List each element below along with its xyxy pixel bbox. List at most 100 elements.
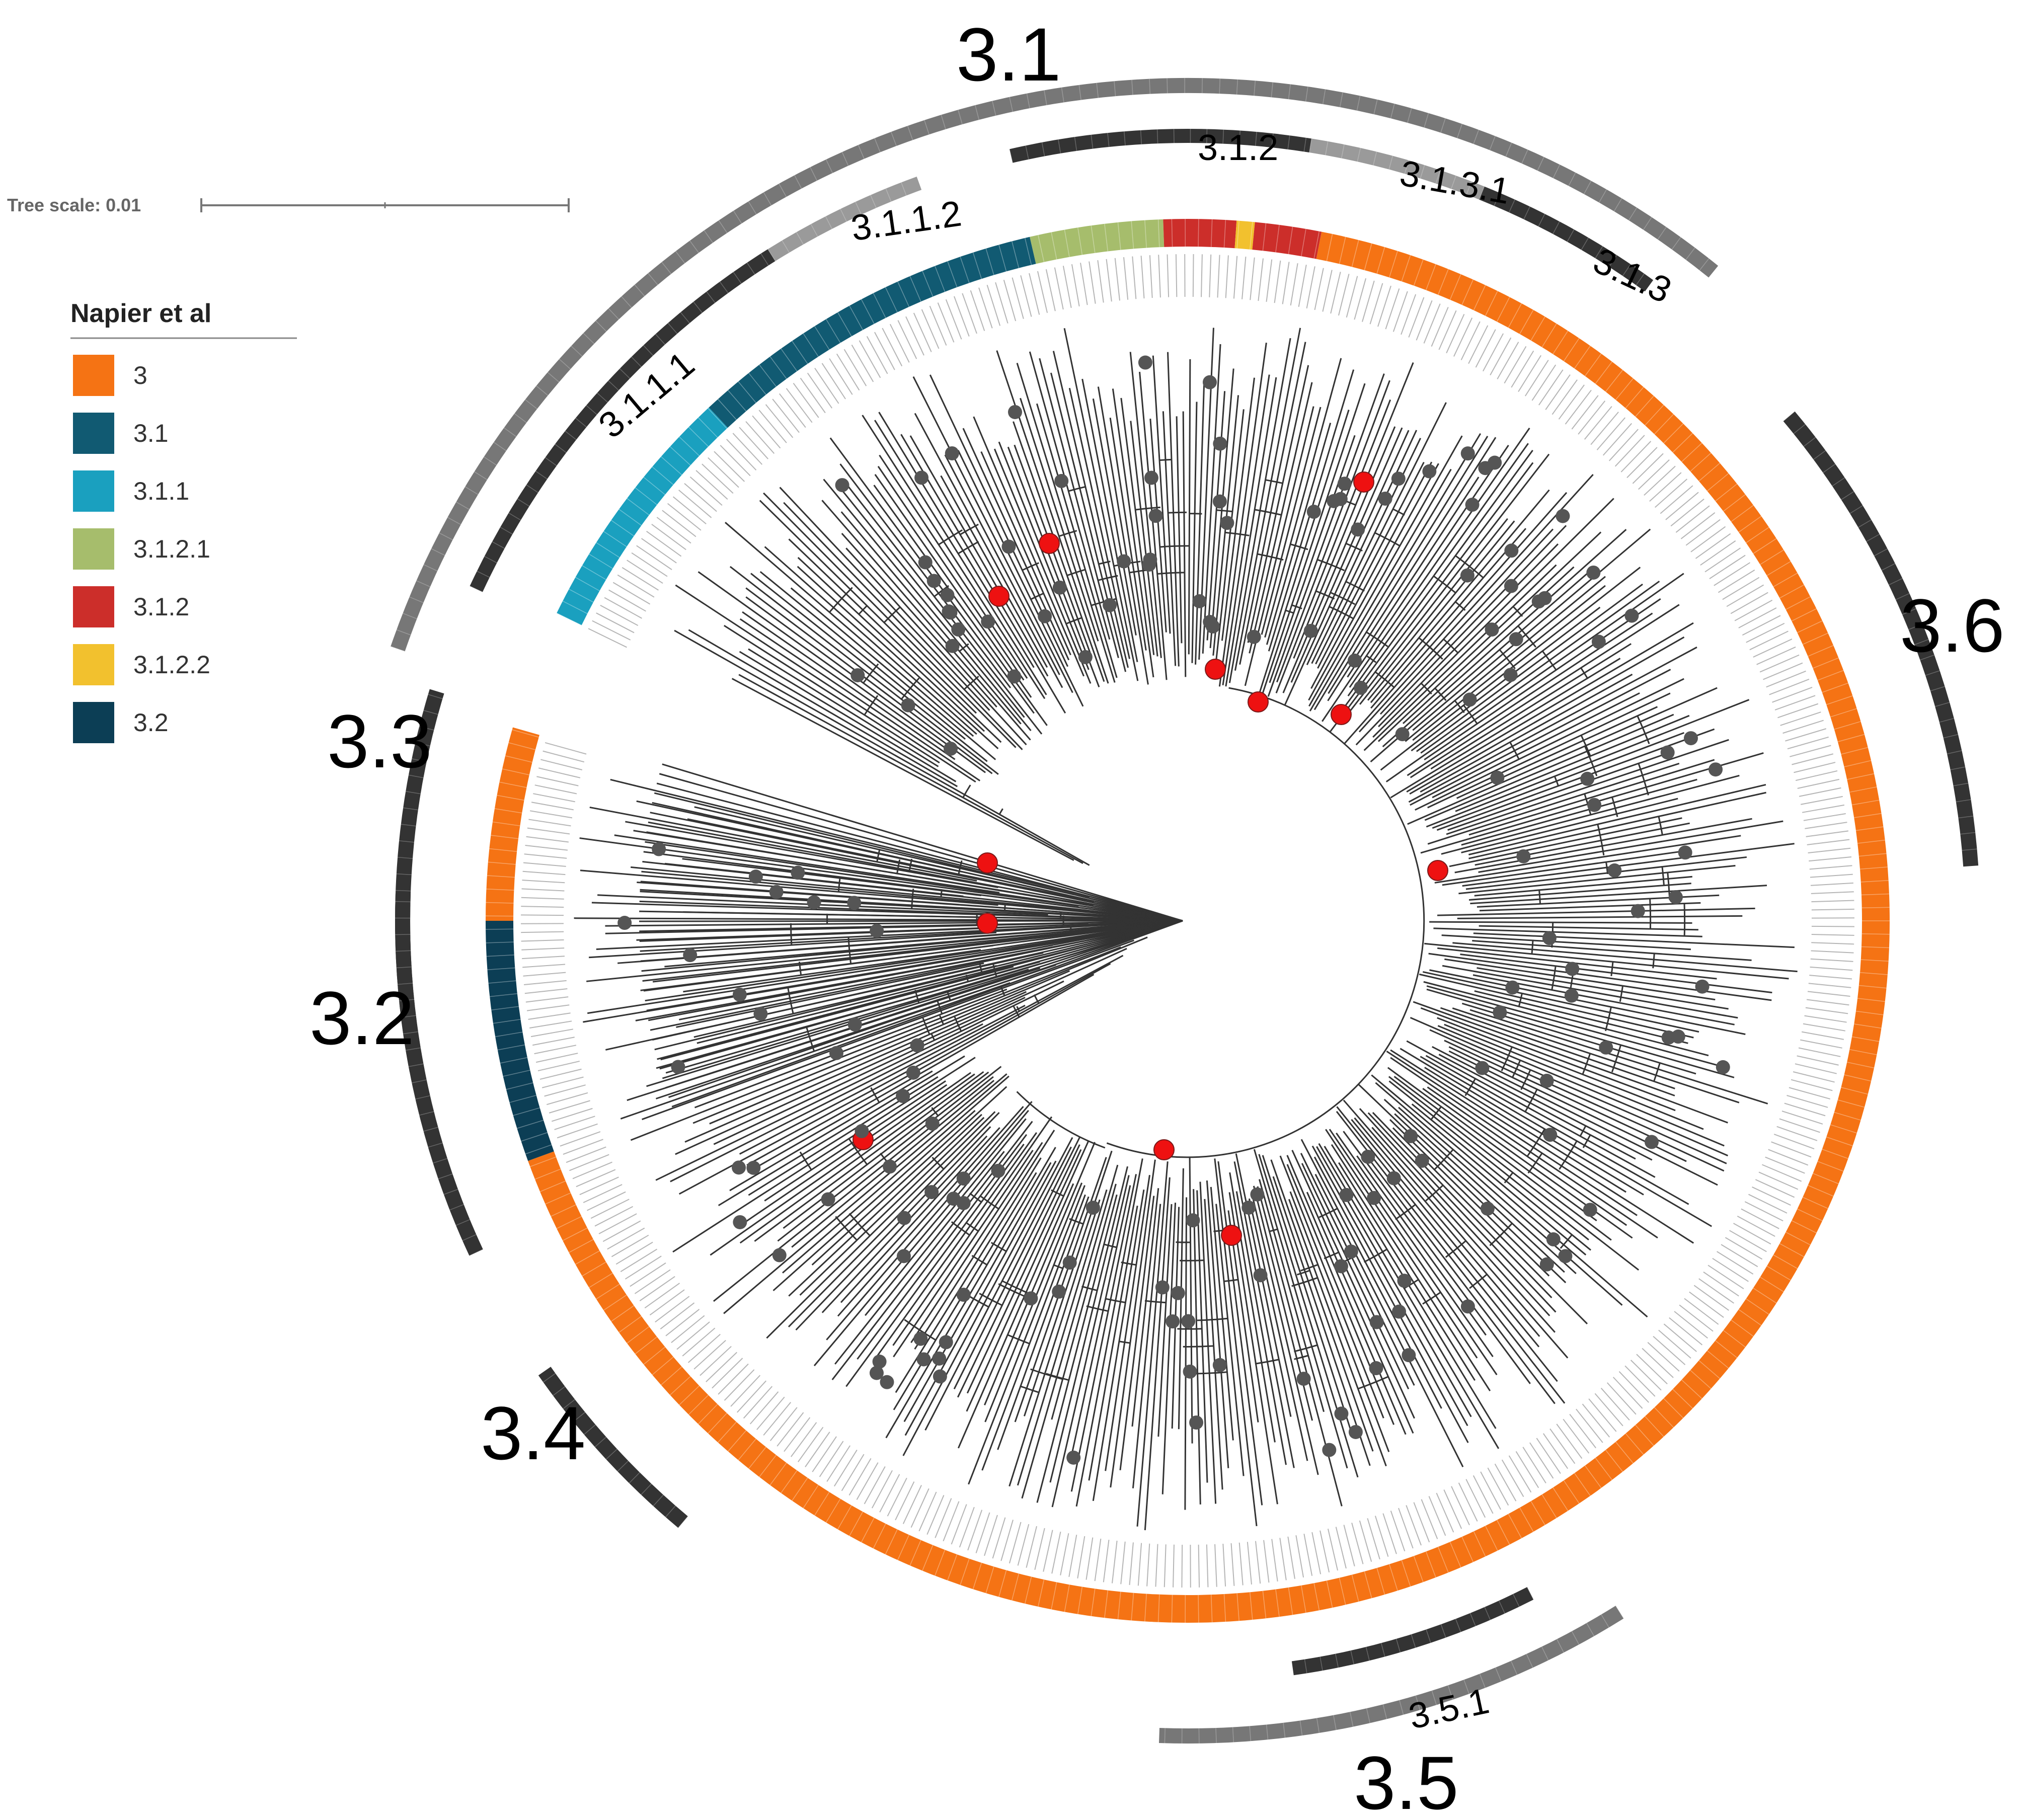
branch — [1341, 449, 1533, 711]
ring-tick — [493, 1019, 521, 1024]
branch — [1314, 1173, 1464, 1467]
bar-tick — [1866, 533, 1880, 542]
branch — [1291, 1150, 1415, 1419]
tip-label — [1008, 1522, 1022, 1564]
ring-tick — [1236, 220, 1239, 249]
bar-tick — [1613, 198, 1622, 212]
bootstrap-node-gray — [1334, 1259, 1348, 1274]
bar-tick — [678, 1516, 688, 1529]
bar-tick — [1889, 578, 1903, 586]
branch-arc — [1366, 655, 1377, 663]
bootstrap-node-gray — [1062, 1255, 1077, 1270]
branch — [697, 571, 950, 752]
tip-label — [554, 1116, 595, 1130]
ring-tick — [575, 577, 600, 591]
tip-label — [1529, 1442, 1554, 1479]
branch — [759, 571, 966, 740]
branch — [1311, 1145, 1468, 1427]
tip-label — [527, 827, 570, 835]
tip-label — [1209, 254, 1212, 297]
bar-tick — [1420, 165, 1425, 179]
branch-arc — [959, 643, 969, 652]
tip-label — [1263, 1540, 1270, 1583]
branch — [1322, 444, 1509, 722]
tip-label — [1725, 1237, 1763, 1260]
branch — [692, 936, 1148, 1124]
ring-tick — [1157, 219, 1160, 248]
tip-label — [1811, 908, 1854, 911]
bar-tick — [1373, 99, 1378, 115]
bar-tick — [1271, 133, 1274, 148]
ring-tick — [759, 364, 777, 387]
bootstrap-node-gray — [1220, 516, 1234, 530]
tip-label — [1734, 599, 1773, 621]
ring-tick — [922, 271, 934, 297]
bootstrap-node-gray — [1038, 609, 1052, 623]
ring-tick — [1844, 1074, 1872, 1082]
bar-tick — [1908, 623, 1923, 630]
bar-tick — [403, 807, 418, 811]
branch — [1259, 1179, 1325, 1412]
bootstrap-node-gray — [1367, 1191, 1381, 1205]
tip-label — [1497, 342, 1519, 379]
tip-label — [1798, 1047, 1841, 1057]
branch — [1225, 377, 1277, 687]
tip-label — [986, 285, 1001, 326]
bar-tick — [648, 273, 658, 285]
bar-tick — [431, 548, 445, 556]
ring-tick — [1064, 1585, 1070, 1612]
bootstrap-node-gray — [1007, 405, 1022, 419]
bootstrap-node-gray — [1322, 1443, 1337, 1457]
tip-label — [864, 1466, 886, 1505]
ring-tick — [718, 1421, 737, 1443]
bar-tick — [885, 188, 892, 202]
legend-swatch — [73, 413, 114, 454]
tip-label — [749, 1391, 779, 1425]
tip-label — [954, 296, 970, 337]
tip-label — [752, 415, 781, 449]
ring-tick — [596, 542, 620, 558]
ring-tick — [697, 1404, 718, 1425]
ring-tick — [1841, 747, 1868, 755]
bootstrap-node-red — [1331, 704, 1352, 725]
bar-tick — [595, 320, 607, 332]
branch — [729, 566, 999, 775]
ring-tick — [635, 1336, 657, 1355]
bar-tick — [535, 470, 548, 480]
clade-label-3-5: 3.5 — [1354, 1740, 1459, 1820]
ring-tick — [1817, 1161, 1844, 1172]
tip-label — [1653, 1335, 1686, 1366]
branch — [1167, 352, 1180, 667]
branch — [957, 1183, 1074, 1449]
tip-label — [539, 1068, 582, 1080]
ring-tick — [837, 312, 852, 337]
ring-tick — [503, 1070, 530, 1077]
bar-tick — [456, 501, 470, 510]
branch — [1375, 1082, 1648, 1318]
branch — [1407, 687, 1718, 825]
tip-label — [620, 1248, 658, 1273]
bar-tick — [1538, 213, 1545, 227]
branch — [687, 818, 1095, 903]
ring-tick — [1849, 1049, 1877, 1055]
tip-label — [1787, 1095, 1828, 1108]
tip-label — [1538, 369, 1564, 406]
bootstrap-node-gray — [1558, 1249, 1573, 1263]
branch — [862, 415, 1046, 699]
tip-label — [1703, 1272, 1739, 1297]
ring-tick — [603, 1294, 627, 1311]
legend-label: 3.2 — [133, 708, 169, 737]
bar-tick — [1074, 136, 1077, 151]
ring-tick — [1855, 826, 1884, 831]
ring-tick — [1859, 866, 1888, 869]
bar-tick — [443, 1189, 458, 1195]
bar-tick — [423, 1127, 438, 1132]
tip-label — [1438, 310, 1457, 350]
tip-label — [1608, 429, 1639, 461]
tip-labels — [521, 254, 1854, 1588]
ring-tick — [1051, 1582, 1057, 1610]
branch — [1427, 692, 1671, 809]
tip-label — [521, 897, 564, 900]
tip-label — [671, 1315, 705, 1343]
bar-tick — [565, 431, 577, 440]
